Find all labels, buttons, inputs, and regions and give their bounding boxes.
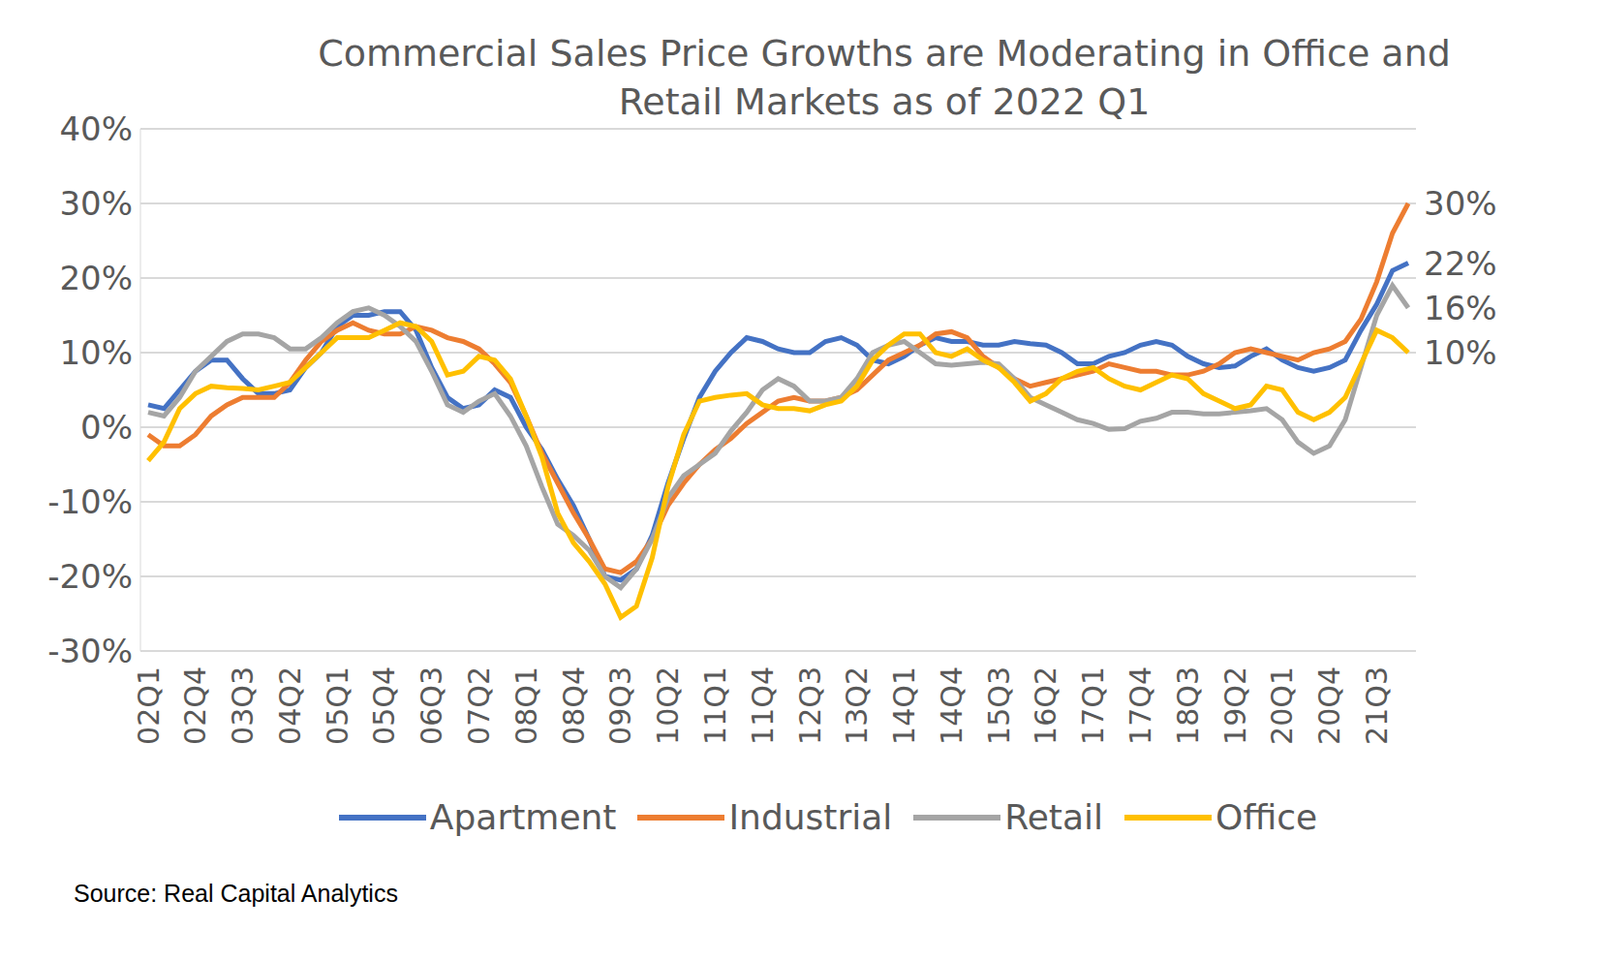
html-text:Source: Real Capital Analytics: Source: Real Capital Analytics xyxy=(73,879,398,907)
svg-text:17Q1: 17Q1 xyxy=(1076,666,1110,745)
svg-text:0%: 0% xyxy=(80,407,133,447)
svg-text:30%: 30% xyxy=(59,184,133,223)
svg-text:-20%: -20% xyxy=(47,556,133,596)
svg-text:21Q3: 21Q3 xyxy=(1359,666,1394,745)
svg-text:04Q2: 04Q2 xyxy=(273,666,308,745)
svg-text:30%: 30% xyxy=(1423,184,1498,223)
svg-text:05Q1: 05Q1 xyxy=(320,666,355,745)
svg-text:11Q4: 11Q4 xyxy=(745,666,780,745)
html-text:Industrial: Industrial xyxy=(728,797,893,837)
svg-text:14Q4: 14Q4 xyxy=(934,666,969,745)
svg-text:40%: 40% xyxy=(59,109,133,149)
svg-text:17Q4: 17Q4 xyxy=(1123,666,1158,745)
html-text:Office: Office xyxy=(1215,797,1318,837)
svg-text:11Q1: 11Q1 xyxy=(698,666,733,745)
svg-text:18Q3: 18Q3 xyxy=(1170,666,1205,745)
svg-text:12Q3: 12Q3 xyxy=(793,666,828,745)
svg-text:09Q3: 09Q3 xyxy=(603,666,638,745)
html-text:Commercial Sales Price Growths: Commercial Sales Price Growths are Moder… xyxy=(317,31,1451,124)
svg-text:13Q2: 13Q2 xyxy=(839,666,874,745)
html-text:Apartment: Apartment xyxy=(429,797,617,837)
svg-text:02Q4: 02Q4 xyxy=(178,666,213,745)
svg-text:08Q1: 08Q1 xyxy=(509,666,544,745)
svg-text:22%: 22% xyxy=(1423,244,1498,283)
svg-text:20Q4: 20Q4 xyxy=(1312,666,1347,745)
svg-text:16Q2: 16Q2 xyxy=(1028,666,1063,745)
svg-text:14Q1: 14Q1 xyxy=(887,666,922,745)
svg-text:10Q2: 10Q2 xyxy=(650,666,685,745)
svg-text:05Q4: 05Q4 xyxy=(367,666,401,745)
svg-text:20Q1: 20Q1 xyxy=(1264,666,1299,745)
svg-text:10%: 10% xyxy=(59,333,133,372)
svg-text:06Q3: 06Q3 xyxy=(414,666,449,745)
svg-text:02Q1: 02Q1 xyxy=(131,666,166,745)
svg-text:19Q2: 19Q2 xyxy=(1218,666,1253,745)
html-text:Retail: Retail xyxy=(1004,797,1104,837)
svg-text:10%: 10% xyxy=(1423,333,1498,372)
svg-text:16%: 16% xyxy=(1423,288,1498,328)
svg-text:07Q2: 07Q2 xyxy=(461,666,496,745)
svg-text:-10%: -10% xyxy=(47,482,133,522)
svg-text:03Q3: 03Q3 xyxy=(225,666,260,745)
svg-text:08Q4: 08Q4 xyxy=(556,666,591,745)
svg-text:20%: 20% xyxy=(59,258,133,298)
svg-text:15Q3: 15Q3 xyxy=(982,666,1016,745)
svg-text:-30%: -30% xyxy=(47,631,133,671)
